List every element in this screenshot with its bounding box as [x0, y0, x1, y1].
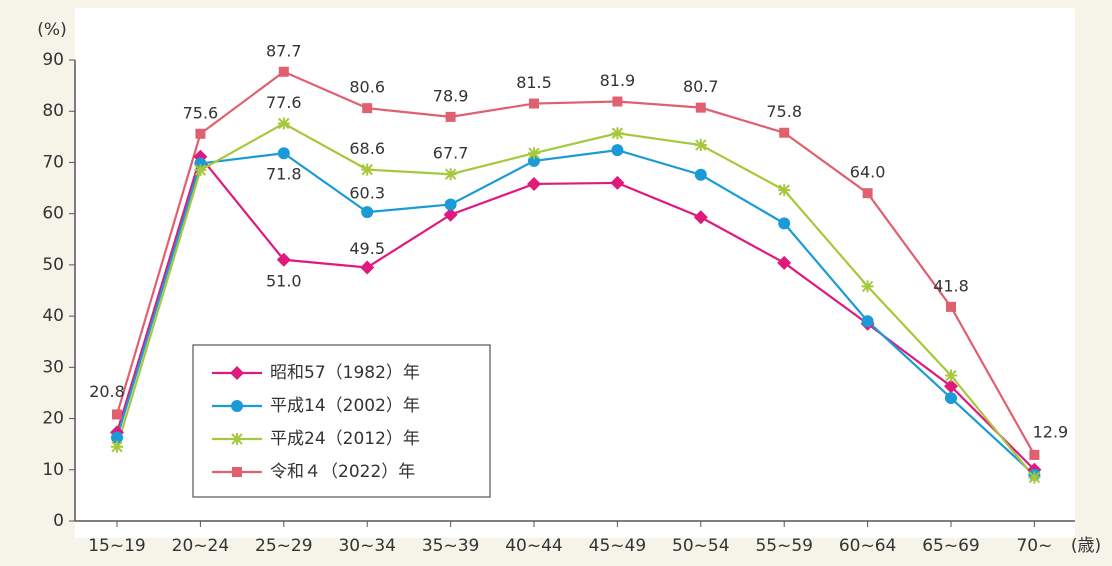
y-tick-label: 30 — [42, 357, 64, 377]
marker — [610, 175, 625, 190]
marker — [362, 103, 373, 114]
x-tick-label: 30~34 — [338, 536, 396, 556]
x-unit: (歳) — [1071, 536, 1101, 556]
marker — [611, 127, 624, 140]
marker — [360, 260, 375, 275]
value-label: 78.9 — [433, 86, 469, 105]
x-tick-label: 35~39 — [422, 536, 480, 556]
marker — [778, 184, 791, 197]
x-tick-label: 45~49 — [589, 536, 647, 556]
value-label: 41.8 — [933, 276, 969, 295]
marker — [946, 301, 956, 312]
marker — [693, 210, 708, 225]
value-label: 80.6 — [349, 78, 385, 97]
value-label: 80.7 — [683, 77, 719, 96]
marker — [861, 315, 874, 328]
marker — [528, 154, 540, 167]
x-tick-label: 50~54 — [672, 536, 730, 556]
marker — [194, 164, 207, 177]
value-label: 71.8 — [266, 165, 302, 184]
marker — [112, 409, 122, 420]
marker — [276, 252, 291, 267]
value-label: 75.8 — [766, 102, 802, 121]
value-label: 75.6 — [183, 103, 219, 122]
marker — [361, 206, 374, 219]
marker — [777, 255, 792, 270]
series-line — [115, 149, 1036, 476]
y-tick-label: 40 — [42, 306, 64, 326]
legend-label: 令和４（2022）年 — [270, 462, 415, 482]
marker — [528, 147, 540, 160]
marker — [445, 111, 456, 122]
series-line — [115, 70, 1036, 456]
marker — [111, 440, 123, 453]
marker — [779, 127, 790, 138]
x-tick-label: 55~59 — [755, 536, 813, 556]
y-unit: (%) — [37, 20, 66, 40]
legend-label: 平成14（2002）年 — [270, 396, 420, 416]
x-tick-label: 40~44 — [505, 536, 563, 556]
value-label: 68.6 — [349, 139, 385, 158]
marker — [444, 168, 457, 181]
x-tick-label: 65~69 — [922, 536, 980, 556]
y-tick-label: 60 — [42, 204, 64, 224]
marker — [695, 102, 706, 113]
y-tick-label: 80 — [42, 101, 64, 121]
marker — [861, 280, 874, 293]
marker — [944, 379, 958, 394]
marker — [230, 366, 244, 380]
value-label: 81.9 — [600, 71, 636, 90]
marker — [694, 139, 707, 152]
value-label: 77.6 — [266, 93, 302, 112]
y-tick-label: 20 — [42, 409, 64, 429]
marker — [527, 176, 541, 191]
marker — [277, 147, 290, 160]
y-tick-label: 90 — [42, 50, 64, 70]
y-tick-label: 10 — [42, 460, 64, 480]
marker — [611, 144, 624, 157]
value-label: 20.8 — [89, 382, 125, 401]
marker — [529, 98, 539, 109]
y-tick-label: 0 — [53, 511, 64, 531]
value-label: 87.7 — [266, 41, 302, 60]
marker — [1029, 449, 1040, 460]
legend-label: 平成24（2012）年 — [270, 429, 420, 449]
x-tick-label: 60~64 — [839, 536, 897, 556]
marker — [195, 128, 206, 139]
marker — [361, 163, 374, 176]
y-tick-label: 50 — [42, 255, 64, 275]
marker — [945, 369, 957, 382]
value-label: 64.0 — [850, 163, 886, 182]
value-label: 60.3 — [349, 184, 385, 203]
marker — [232, 467, 242, 477]
y-tick-label: 70 — [42, 152, 64, 172]
series-line — [115, 122, 1036, 479]
x-tick-label: 25~29 — [255, 536, 313, 556]
value-label: 81.5 — [516, 73, 552, 92]
marker — [1028, 471, 1041, 484]
marker — [945, 392, 957, 405]
legend-label: 昭和57（1982）年 — [270, 363, 420, 383]
x-tick-label: 15~19 — [88, 536, 146, 556]
value-label: 51.0 — [266, 271, 302, 290]
x-tick-label: 70~ — [1016, 536, 1052, 556]
marker — [444, 198, 457, 211]
marker — [278, 66, 289, 77]
x-tick-label: 20~24 — [172, 536, 230, 556]
marker — [231, 400, 243, 412]
marker — [862, 188, 873, 199]
marker — [111, 431, 123, 444]
value-label: 49.5 — [349, 239, 385, 258]
value-label: 12.9 — [1033, 422, 1069, 441]
value-label: 67.7 — [433, 144, 469, 163]
marker — [231, 433, 243, 445]
marker — [694, 168, 707, 181]
marker — [778, 217, 791, 230]
marker — [277, 117, 290, 130]
marker — [612, 96, 623, 107]
marker — [443, 207, 458, 222]
